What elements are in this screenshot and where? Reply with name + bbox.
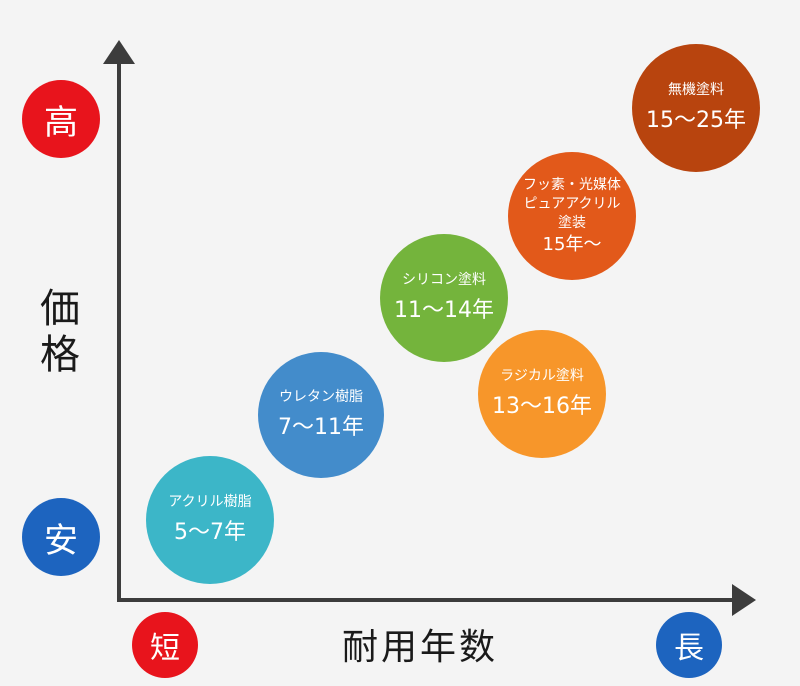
y-axis-arrow	[103, 40, 135, 64]
y-axis-title-char-1: 価	[40, 286, 80, 332]
paint-bubble-acrylic: アクリル樹脂 5〜7年	[146, 456, 274, 584]
price-low-badge: 安	[22, 498, 100, 576]
paint-bubble-radical: ラジカル塗料 13〜16年	[478, 330, 606, 458]
paint-years: 11〜14年	[394, 297, 494, 323]
x-axis-arrow	[732, 584, 756, 616]
paint-years: 13〜16年	[492, 393, 592, 419]
durability-short-label: 短	[150, 631, 180, 666]
y-axis-title-char-2: 格	[40, 332, 80, 378]
y-axis-title: 価 格	[38, 286, 82, 378]
paint-bubble-fluorine: フッ素・光媒体 ピュアアクリル 塗装 15年〜	[508, 152, 636, 280]
paint-years: 7〜11年	[278, 414, 364, 440]
paint-name: シリコン塗料	[402, 271, 486, 288]
paint-years: 5〜7年	[174, 519, 246, 545]
price-high-badge: 高	[22, 80, 100, 158]
price-low-label: 安	[44, 520, 78, 561]
paint-years: 15〜25年	[646, 107, 746, 133]
paint-years: 15年〜	[542, 233, 602, 255]
paint-bubble-inorganic: 無機塗料 15〜25年	[632, 44, 760, 172]
price-high-label: 高	[44, 102, 78, 143]
paint-name: フッ素・光媒体 ピュアアクリル 塗装	[523, 176, 621, 231]
paint-name: アクリル樹脂	[168, 493, 252, 510]
paint-name: ラジカル塗料	[500, 367, 584, 384]
paint-bubble-urethane: ウレタン樹脂 7〜11年	[258, 352, 384, 478]
paint-name: ウレタン樹脂	[279, 388, 363, 405]
durability-short-badge: 短	[132, 612, 198, 678]
durability-long-badge: 長	[656, 612, 722, 678]
paint-name: 無機塗料	[668, 81, 724, 98]
paint-bubble-silicone: シリコン塗料 11〜14年	[380, 234, 508, 362]
x-axis-title: 耐用年数	[341, 627, 498, 668]
durability-long-label: 長	[674, 631, 704, 666]
